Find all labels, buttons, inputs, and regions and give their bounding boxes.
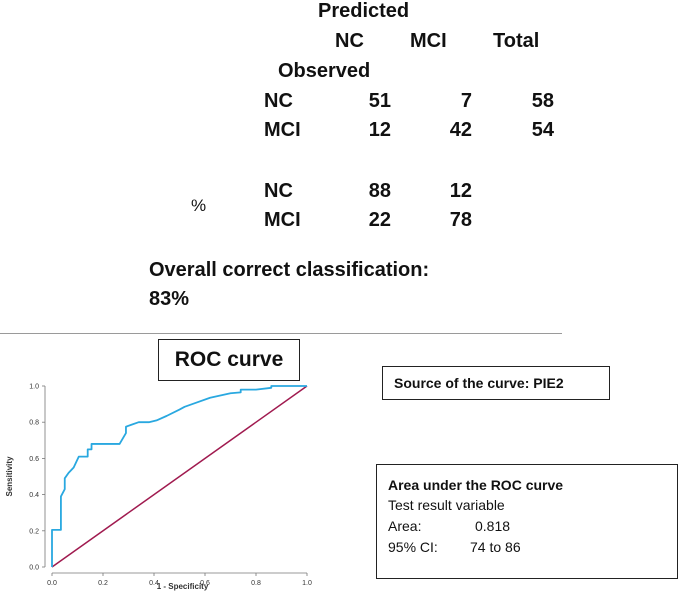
cell-nc-nc: 51 xyxy=(368,90,391,112)
y-tick-label: 0.4 xyxy=(29,492,39,499)
cell-mci-nc: 12 xyxy=(368,119,391,141)
x-tick-label: 1.0 xyxy=(302,580,312,587)
col-header-mci: MCI xyxy=(410,30,447,52)
x-tick-label: 0.8 xyxy=(251,580,261,587)
col-header-total: Total xyxy=(493,30,540,52)
pct-cell-nc-mci: 12 xyxy=(449,180,472,202)
cell-mci-total: 54 xyxy=(531,119,554,141)
overall-classification-value: 83% xyxy=(149,288,190,310)
auc-ci-row: 95% CI: 74 to 86 xyxy=(388,537,667,558)
y-tick-label: 0.6 xyxy=(29,456,39,463)
roc-curve-line xyxy=(51,385,307,567)
row-label-nc: NC xyxy=(264,90,293,112)
source-box: Source of the curve: PIE2 xyxy=(382,366,610,400)
x-tick-label: 0.2 xyxy=(98,580,108,587)
chart-title: ROC curve xyxy=(174,348,284,371)
auc-area-value: 0.818 xyxy=(475,518,511,534)
roc-chart: 0.0 0.2 0.4 0.6 0.8 1.0 0.0 0.2 0.4 0.6 0.8 1.0 1 - … xyxy=(5,384,312,592)
observed-header: Observed xyxy=(278,60,371,82)
percent-symbol: % xyxy=(191,196,207,215)
x-tick-label: 0.0 xyxy=(47,580,57,587)
reference-diagonal-line xyxy=(51,385,308,568)
section-divider xyxy=(0,333,562,334)
overall-classification-label: Overall correct classification: xyxy=(149,259,430,281)
auc-ci-label: 95% CI: xyxy=(388,539,438,555)
auc-test-variable: Test result variable xyxy=(388,497,505,513)
row-label-mci: MCI xyxy=(264,119,301,141)
roc-marks xyxy=(51,385,308,568)
auc-ci-value: 74 to 86 xyxy=(470,539,521,555)
y-tick-label: 0.0 xyxy=(29,565,39,572)
pct-cell-mci-nc: 22 xyxy=(368,209,391,231)
y-tick-label: 0.8 xyxy=(29,420,39,427)
pct-cell-mci-mci: 78 xyxy=(449,209,472,231)
auc-title: Area under the ROC curve xyxy=(388,477,564,493)
y-tick-label: 0.2 xyxy=(29,528,39,535)
auc-area-row: Area: 0.818 xyxy=(388,516,667,537)
x-tick-label: 0.4 xyxy=(149,580,159,587)
predicted-header: Predicted xyxy=(318,0,410,22)
cell-mci-mci: 42 xyxy=(449,119,472,141)
y-tick-label: 1.0 xyxy=(29,384,39,391)
cell-nc-mci: 7 xyxy=(460,90,472,112)
roc-axes: 0.0 0.2 0.4 0.6 0.8 1.0 0.0 0.2 0.4 0.6 0.8 1.0 1 - … xyxy=(5,384,312,592)
cell-nc-total: 58 xyxy=(531,90,554,112)
col-header-nc: NC xyxy=(335,30,364,52)
auc-area-label: Area: xyxy=(388,518,422,534)
auc-box: Area under the ROC curve Test result var… xyxy=(376,464,678,579)
x-tick-label: 0.6 xyxy=(200,580,210,587)
pct-row-label-nc: NC xyxy=(264,180,293,202)
x-axis-title: 1 - Specificity xyxy=(157,582,209,591)
pct-cell-nc-nc: 88 xyxy=(368,180,391,202)
y-axis-title: Sensitivity xyxy=(5,456,14,497)
pct-row-label-mci: MCI xyxy=(264,209,301,231)
source-text: Source of the curve: PIE2 xyxy=(394,375,564,391)
chart-title-box: ROC curve xyxy=(158,339,300,381)
